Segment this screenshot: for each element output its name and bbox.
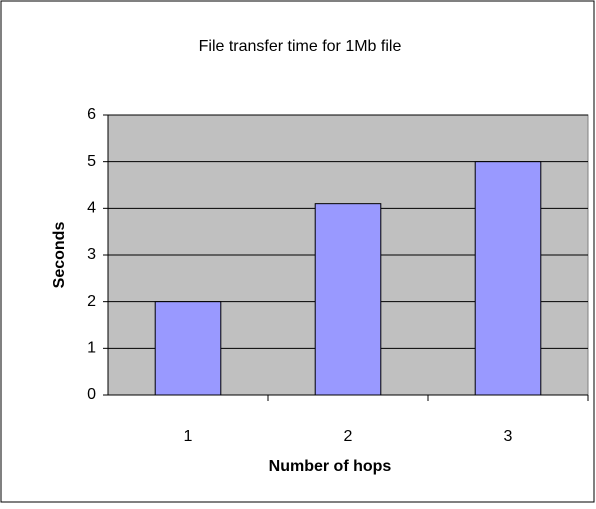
- x-tick-label: 3: [504, 428, 513, 445]
- y-tick-label: 5: [87, 153, 96, 170]
- y-tick-label: 2: [87, 293, 96, 310]
- x-axis-title: Number of hops: [269, 458, 392, 475]
- y-tick-label: 3: [87, 246, 96, 263]
- x-tick-label: 2: [344, 428, 353, 445]
- y-axis-title: Seconds: [51, 222, 68, 289]
- y-tick-label: 0: [87, 386, 96, 403]
- bar: [474, 161, 542, 396]
- y-tick-label: 6: [87, 106, 96, 123]
- bar: [154, 301, 222, 396]
- chart-title: File transfer time for 1Mb file: [199, 38, 402, 55]
- x-tick-label: 1: [184, 428, 193, 445]
- y-tick-label: 4: [87, 200, 96, 217]
- y-tick-label: 1: [87, 340, 96, 357]
- bar: [314, 203, 382, 396]
